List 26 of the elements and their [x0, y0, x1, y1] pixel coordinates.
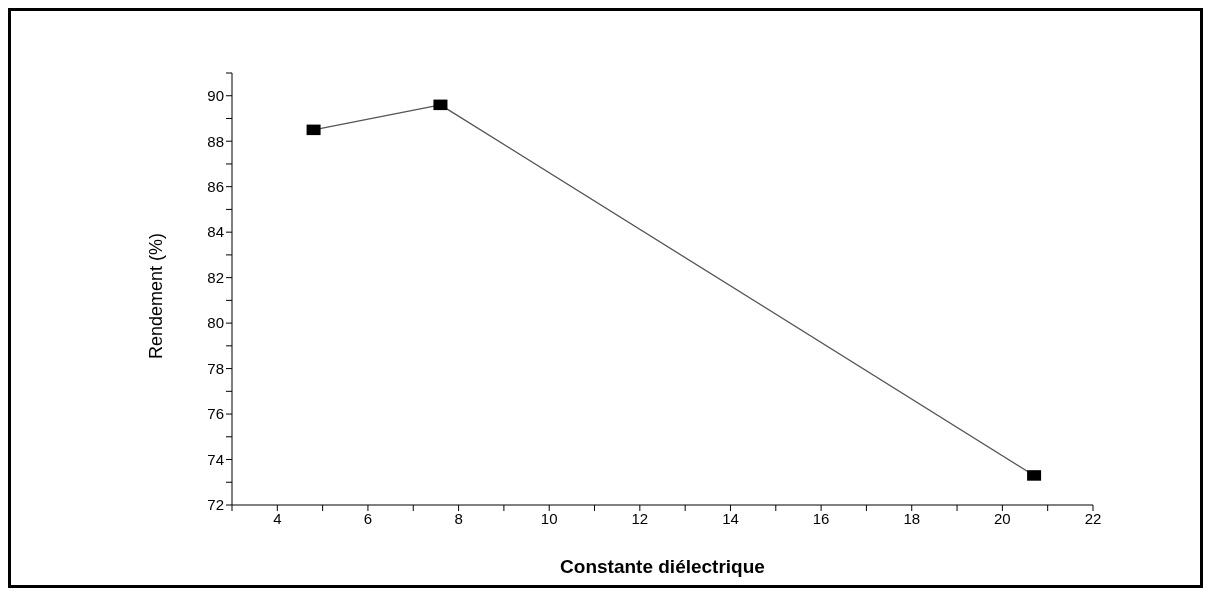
y-tick-label: 78 — [207, 359, 224, 377]
x-tick-label: 22 — [1084, 509, 1102, 527]
point — [1027, 470, 1042, 481]
x-axis-title: Constante diélectrique — [560, 556, 765, 577]
y-tick-label: 86 — [207, 178, 224, 196]
x-tick-label: 18 — [903, 509, 921, 527]
y-tick-label: 74 — [207, 450, 224, 468]
figure-frame: 4 6 8 10 12 14 16 18 20 22 Constante diélectrique 72 74 76 78 80 82 84 86 88 90 Rendement (%) — [8, 8, 1203, 588]
x-tick-label: 12 — [631, 509, 649, 527]
y-tick-label: 84 — [207, 223, 224, 241]
point — [433, 99, 448, 111]
x-tick-label: 4 — [273, 509, 282, 527]
x-tick-label: 16 — [812, 509, 830, 527]
x-tick-label: 14 — [722, 509, 739, 527]
y-tick-label: 88 — [207, 132, 224, 150]
x-tick-label: 8 — [454, 509, 463, 527]
x-tick-label: 20 — [994, 509, 1011, 527]
x-tick-label: 6 — [363, 509, 373, 527]
x-tick-label: 10 — [540, 509, 558, 527]
y-tick-label: 90 — [207, 87, 224, 105]
y-tick-label: 80 — [207, 314, 224, 332]
y-axis-title: Rendement (%) — [146, 232, 167, 359]
y-tick-label: 76 — [207, 405, 224, 423]
point — [306, 124, 321, 136]
y-tick-label: 82 — [207, 268, 224, 286]
y-tick-label: 72 — [207, 496, 224, 514]
